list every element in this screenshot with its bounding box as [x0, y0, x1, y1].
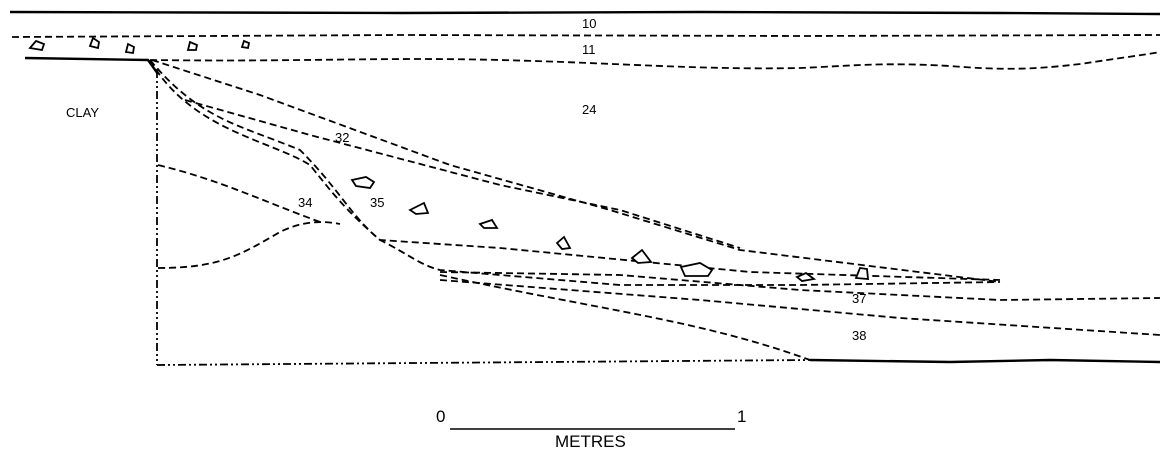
scale-unit: METRES	[555, 432, 626, 451]
stones	[28, 36, 870, 282]
layer-label: 10	[582, 16, 596, 31]
layer-label: 34	[298, 195, 312, 210]
layer-label: 11	[582, 42, 596, 57]
scale-bar: 0 1 METRES	[436, 407, 746, 451]
layer-label: 38	[852, 328, 866, 343]
layer-label: 35	[370, 195, 384, 210]
scale-start: 0	[436, 407, 445, 426]
section-lines	[9, 10, 1160, 366]
layer-label: 24	[582, 102, 596, 117]
scale-end: 1	[737, 407, 746, 426]
clay-label: CLAY	[66, 105, 99, 120]
layer-label: 37	[852, 291, 866, 306]
layer-label: 32	[335, 130, 349, 145]
